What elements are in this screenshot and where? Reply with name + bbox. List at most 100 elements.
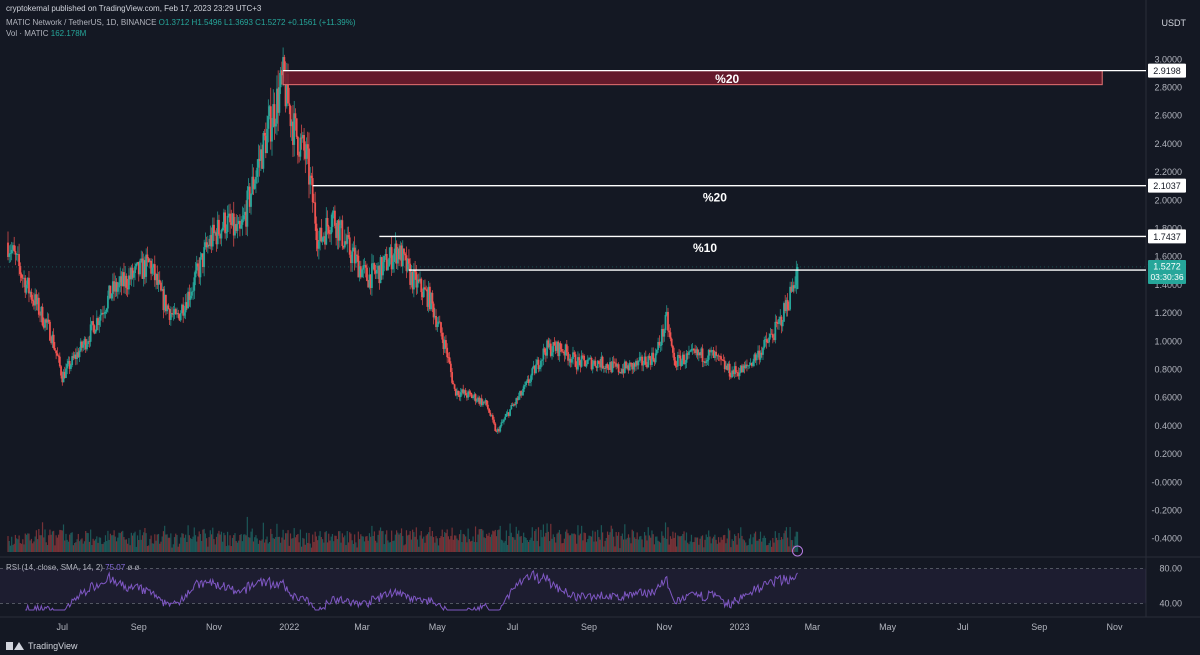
volume-bar	[361, 536, 363, 552]
candle-body	[554, 345, 557, 351]
candle-body	[141, 258, 144, 279]
candle-body	[697, 352, 700, 356]
candle-body	[532, 365, 535, 369]
candle-body	[379, 257, 382, 284]
volume-bar	[38, 528, 40, 552]
candle-body	[510, 405, 513, 410]
candle-body	[222, 212, 225, 228]
candle-body	[458, 395, 461, 398]
volume-bar	[307, 542, 309, 552]
volume-bar	[408, 534, 410, 552]
volume-bar	[134, 531, 136, 552]
volume-bar	[324, 532, 326, 552]
candle-body	[44, 319, 46, 328]
volume-bar	[169, 537, 171, 552]
candle-body	[564, 344, 567, 356]
volume-bar	[212, 527, 214, 552]
volume-bar	[87, 533, 89, 552]
volume-bar	[490, 534, 493, 552]
candle-body	[469, 392, 472, 395]
candle-body	[230, 222, 233, 225]
candle-body	[795, 270, 798, 285]
volume-bar	[162, 531, 165, 552]
candle-body	[503, 419, 505, 422]
candle-body	[152, 264, 155, 268]
candle-body	[523, 385, 526, 387]
candle-body	[783, 303, 785, 322]
volume-bar	[293, 528, 295, 552]
candle-body	[295, 118, 298, 137]
volume-bar	[355, 542, 357, 552]
rsi-legend: RSI (14, close, SMA, 14, 2) 75.07 ø ø	[6, 563, 139, 572]
volume-bar	[620, 535, 622, 552]
volume-bar	[40, 535, 42, 552]
ohlc-values: O1.3712 H1.5496 L1.3693 C1.5272 +0.1561 …	[158, 18, 356, 27]
candle-body	[602, 368, 605, 369]
volume-bar	[600, 525, 602, 552]
volume-bar	[545, 532, 547, 552]
volume-bar	[544, 536, 546, 552]
volume-bar	[53, 530, 55, 552]
volume-bar	[375, 540, 377, 552]
candle-body	[694, 350, 697, 353]
volume-bar	[382, 530, 384, 552]
volume-bar	[614, 546, 616, 552]
volume-bar	[148, 545, 150, 552]
candle-body	[14, 251, 17, 255]
volume-bar	[655, 536, 657, 552]
volume-bar	[7, 536, 9, 552]
candle-body	[620, 372, 623, 374]
candle-body	[148, 260, 151, 263]
volume-bar	[260, 540, 262, 552]
volume-bar	[254, 537, 256, 552]
candle-body	[557, 341, 560, 357]
volume-bar	[136, 535, 139, 552]
candle-body	[300, 137, 303, 139]
volume-bar	[615, 532, 617, 552]
current-price-label: 1.5272	[1153, 261, 1181, 271]
volume-bar	[579, 533, 582, 552]
volume-bar	[524, 537, 526, 552]
volume-bar	[325, 531, 327, 552]
volume-bar	[698, 544, 700, 552]
candle-body	[572, 352, 574, 359]
footer-brand[interactable]: TradingView	[6, 641, 78, 651]
candle-body	[23, 277, 25, 279]
candle-body	[411, 271, 414, 290]
volume-bar	[560, 534, 562, 552]
candle-body	[60, 366, 62, 376]
candle-body	[268, 106, 271, 117]
volume-bar	[529, 539, 531, 552]
time-tick-label: 2022	[279, 622, 299, 632]
volume-bar	[710, 543, 712, 552]
volume-bar	[366, 536, 368, 552]
candle-body	[184, 302, 187, 313]
volume-bar	[725, 543, 727, 552]
volume-bar	[342, 537, 345, 552]
volume-bar	[632, 531, 635, 552]
volume-bar	[605, 537, 607, 552]
volume-bar	[592, 530, 594, 552]
volume-bar	[652, 534, 654, 552]
candle-body	[266, 128, 268, 154]
volume-bar	[456, 538, 458, 552]
volume-bar	[218, 530, 220, 552]
volume-bar	[403, 545, 405, 552]
candle-body	[297, 136, 299, 156]
volume-bar	[683, 531, 685, 552]
candle-body	[544, 352, 547, 356]
volume-bar	[146, 546, 148, 552]
volume-bar	[740, 527, 742, 552]
candle-body	[484, 400, 487, 403]
volume-bar	[61, 530, 63, 552]
volume-bar	[78, 541, 81, 552]
volume-bar	[785, 527, 788, 552]
candle-body	[113, 281, 115, 292]
volume-bar	[409, 531, 411, 552]
price-axis: 3.0000 2.8000 2.6000 2.4000 2.2000 2.0000 1.80…	[1151, 54, 1182, 543]
volume-bar	[513, 537, 515, 552]
volume-bar	[719, 542, 721, 552]
volume-bar	[754, 531, 757, 552]
candle-body	[562, 351, 565, 353]
